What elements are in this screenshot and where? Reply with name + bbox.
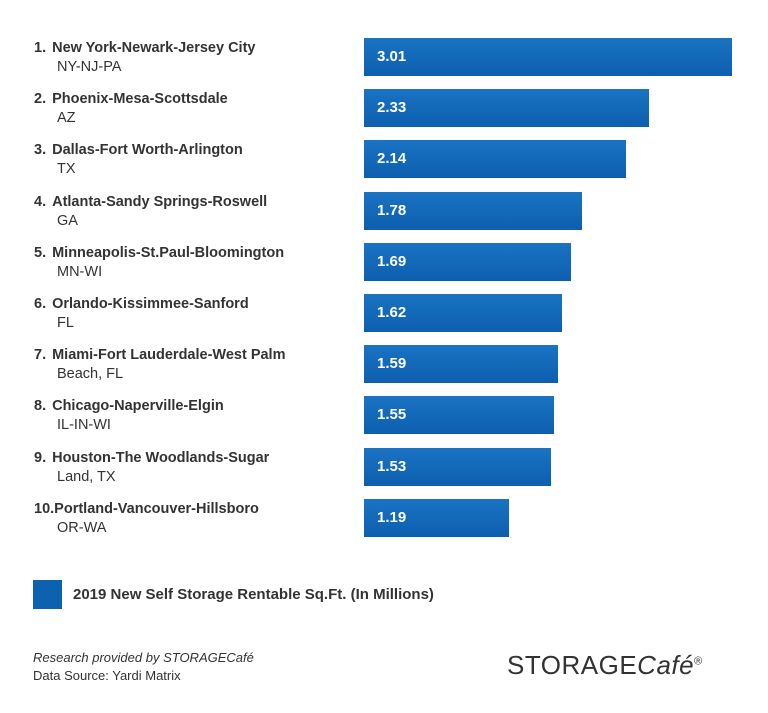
category-subtitle: AZ: [57, 110, 76, 127]
registered-mark: ®: [694, 655, 703, 668]
bar-value-label: 1.53: [377, 457, 407, 475]
category-name: New York-Newark-Jersey City: [52, 40, 256, 56]
bar-value-label: 2.33: [377, 99, 407, 117]
bar: 1.55: [364, 396, 554, 435]
category-subtitle: NY-NJ-PA: [57, 59, 122, 75]
category-name: Miami-Fort Lauderdale-West Palm: [52, 347, 286, 364]
category-subtitle: Land, TX: [57, 468, 116, 485]
data-source-credit: Data Source: Yardi Matrix: [33, 668, 181, 683]
category-rank: 3.: [34, 142, 47, 159]
chart-legend: 2019 New Self Storage Rentable Sq.Ft. (I…: [33, 579, 434, 609]
bar-value-label: 1.59: [377, 355, 407, 373]
credits: Research provided by STORAGECafé Data So…: [33, 649, 254, 685]
category-subtitle: MN-WI: [57, 263, 103, 280]
bar-value-label: 2.14: [377, 150, 407, 168]
bar: 2.14: [364, 140, 626, 179]
logo-part-storage: STORAGE: [507, 650, 638, 680]
bar: 1.78: [364, 191, 582, 230]
bar-value-label: 1.62: [377, 304, 407, 321]
category-rank: 1.: [34, 40, 47, 56]
category-label: 5. Minneapolis-St.Paul-Bloomington MN-WI: [34, 244, 354, 280]
bar: 1.53: [364, 447, 551, 486]
category-subtitle: GA: [57, 212, 78, 229]
category-label: 2. Phoenix-Mesa-Scottsdale AZ: [34, 90, 354, 126]
category-name: Minneapolis-St.Paul-Bloomington: [52, 244, 285, 261]
category-label: 10.Portland-Vancouver-Hillsboro OR-WA: [34, 500, 354, 536]
category-subtitle: IL-IN-WI: [57, 417, 111, 434]
category-subtitle: TX: [57, 161, 76, 178]
bar-value-label: 1.55: [377, 406, 407, 424]
bar: 1.19: [364, 498, 509, 537]
category-label: 3. Dallas-Fort Worth-Arlington TX: [34, 141, 354, 177]
category-label: 1. New York-Newark-Jersey City NY-NJ-PA: [34, 39, 354, 75]
category-rank: 9.: [34, 449, 47, 466]
legend-label: 2019 New Self Storage Rentable Sq.Ft. (I…: [73, 585, 434, 603]
bar: 1.59: [364, 345, 558, 384]
bar: 3.01: [364, 38, 732, 76]
category-rank: 10.: [34, 500, 55, 517]
legend-swatch: [33, 579, 62, 609]
category-name: Orlando-Kissimmee-Sanford: [52, 296, 249, 312]
category-label: 6. Orlando-Kissimmee-Sanford FL: [34, 295, 354, 331]
category-rank: 8.: [34, 398, 47, 415]
category-label: 8. Chicago-Naperville-Elgin IL-IN-WI: [34, 397, 354, 433]
bar-chart: 1. New York-Newark-Jersey City NY-NJ-PA 3.0…: [34, 38, 732, 537]
category-rank: 7.: [34, 347, 47, 364]
category-rank: 4.: [34, 193, 47, 210]
category-name: Phoenix-Mesa-Scottsdale: [52, 91, 228, 108]
category-name: Houston-The Woodlands-Sugar: [52, 449, 270, 466]
category-label: 9. Houston-The Woodlands-Sugar Land, TX: [34, 449, 354, 485]
category-name: Dallas-Fort Worth-Arlington: [52, 142, 243, 159]
category-label: 7. Miami-Fort Lauderdale-West Palm Beach, …: [34, 346, 354, 382]
bar-value-label: 3.01: [377, 48, 407, 65]
bar: 1.62: [364, 294, 562, 332]
category-subtitle: Beach, FL: [57, 366, 124, 383]
category-rank: 2.: [34, 91, 47, 108]
bar-value-label: 1.69: [377, 252, 407, 270]
bar-value-label: 1.19: [377, 508, 407, 526]
bar: 2.33: [364, 89, 649, 128]
category-rank: 6.: [34, 296, 47, 312]
bar-value-label: 1.78: [377, 201, 407, 219]
storagecafe-logo: STORAGECafé®: [507, 650, 703, 681]
category-name: Chicago-Naperville-Elgin: [52, 398, 224, 415]
category-name: Atlanta-Sandy Springs-Roswell: [52, 193, 268, 210]
category-label: 4. Atlanta-Sandy Springs-Roswell GA: [34, 193, 354, 229]
category-rank: 5.: [34, 244, 47, 261]
category-subtitle: OR-WA: [57, 519, 107, 536]
category-subtitle: FL: [57, 315, 74, 331]
logo-part-cafe: Café: [637, 650, 695, 680]
bar: 1.69: [364, 242, 571, 281]
research-credit: Research provided by STORAGECafé: [33, 650, 254, 665]
category-name: Portland-Vancouver-Hillsboro: [54, 500, 259, 517]
